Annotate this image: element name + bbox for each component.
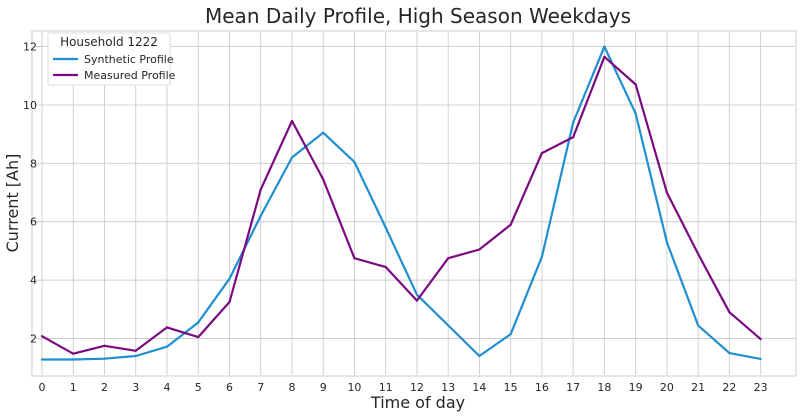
x-axis-ticks: 0 1 2 3 4 5 6 7 8 9 10 11 12 13 14 15 16 17 18 19 20 21 22 23 (39, 381, 768, 394)
synthetic-point (72, 358, 75, 361)
measured-point (322, 178, 325, 181)
measured-point (103, 344, 106, 347)
measured-point (447, 257, 450, 260)
x-tick-label: 13 (441, 381, 455, 394)
measured-point (728, 311, 731, 314)
x-tick-label: 20 (660, 381, 674, 394)
synthetic-point (540, 255, 544, 258)
measured-point (40, 335, 44, 338)
y-tick-label: 10 (23, 99, 37, 112)
x-tick-label: 1 (70, 381, 77, 394)
x-tick-label: 0 (39, 381, 46, 394)
synthetic-point (728, 352, 731, 355)
measured-point (634, 83, 637, 86)
synthetic-point (103, 357, 106, 360)
x-tick-label: 4 (163, 381, 170, 394)
synthetic-point (759, 357, 762, 360)
y-tick-label: 6 (30, 216, 37, 229)
x-tick-label: 5 (195, 381, 202, 394)
series-layer (40, 45, 762, 361)
legend-label-measured: Measured Profile (84, 69, 176, 82)
x-tick-label: 3 (132, 381, 139, 394)
measured-point (384, 265, 387, 269)
measured-point (540, 152, 544, 155)
synthetic-point (197, 321, 200, 324)
plot-frame (31, 30, 797, 377)
y-tick-label: 8 (30, 157, 37, 170)
legend: Household 1222 Synthetic Profile Measure… (47, 32, 176, 86)
measured-point (165, 326, 169, 329)
x-tick-label: 17 (566, 381, 580, 394)
x-tick-label: 16 (535, 381, 549, 394)
synthetic-point (665, 241, 669, 244)
y-axis-ticks: 2 4 6 8 10 12 (23, 41, 37, 346)
x-tick-label: 23 (754, 381, 768, 394)
synthetic-point (634, 112, 637, 115)
synthetic-point (415, 293, 418, 296)
x-tick-label: 7 (257, 381, 264, 394)
synthetic-point (259, 214, 262, 217)
measured-point (572, 136, 575, 139)
legend-title: Household 1222 (60, 35, 158, 49)
x-tick-label: 21 (691, 381, 705, 394)
synthetic-point (572, 121, 575, 124)
measured-point (478, 248, 481, 251)
measured-point (228, 300, 231, 304)
measured-point (72, 352, 75, 355)
synthetic-point (165, 345, 169, 348)
synthetic-point (509, 333, 512, 336)
y-axis-label: Current [Ah] (3, 154, 22, 253)
x-axis-label: Time of day (370, 393, 465, 412)
measured-point (665, 191, 669, 194)
x-tick-label: 2 (101, 381, 108, 394)
y-tick-label: 4 (30, 274, 37, 287)
x-tick-label: 11 (379, 381, 393, 394)
measured-point (290, 119, 294, 123)
x-tick-label: 8 (288, 381, 295, 394)
x-tick-label: 12 (410, 381, 424, 394)
x-tick-label: 6 (226, 381, 233, 394)
legend-label-synthetic: Synthetic Profile (84, 53, 174, 66)
measured-point (759, 338, 762, 341)
synthetic-point (134, 354, 137, 358)
x-tick-label: 10 (347, 381, 361, 394)
x-tick-label: 19 (629, 381, 643, 394)
synthetic-point (228, 277, 231, 280)
x-tick-label: 22 (722, 381, 736, 394)
synthetic-point (384, 226, 387, 229)
measured-point (415, 299, 418, 302)
synthetic-point (478, 354, 481, 358)
synthetic-point (697, 324, 700, 327)
measured-point (603, 55, 606, 58)
plot-area (31, 30, 797, 377)
x-tick-label: 9 (320, 381, 327, 394)
x-tick-label: 15 (504, 381, 518, 394)
series-line-synthetic (42, 45, 761, 361)
measured-point (509, 223, 512, 226)
y-tick-label: 12 (23, 41, 37, 54)
synthetic-point (322, 131, 325, 134)
x-tick-label: 14 (472, 381, 486, 394)
gridlines (34, 32, 795, 375)
measured-point (134, 349, 137, 352)
measured-point (259, 188, 262, 191)
synthetic-point (290, 156, 294, 159)
series-line-measured (41, 55, 762, 355)
measured-point (353, 257, 356, 260)
measured-point (197, 336, 200, 339)
synthetic-point (447, 324, 450, 327)
legend-box (47, 32, 171, 86)
x-tick-label: 18 (597, 381, 611, 394)
synthetic-point (353, 160, 356, 163)
synthetic-point (603, 45, 606, 48)
chart-title: Mean Daily Profile, High Season Weekdays (205, 4, 631, 28)
y-tick-label: 2 (30, 333, 37, 346)
measured-point (697, 252, 700, 255)
synthetic-point (40, 358, 44, 361)
